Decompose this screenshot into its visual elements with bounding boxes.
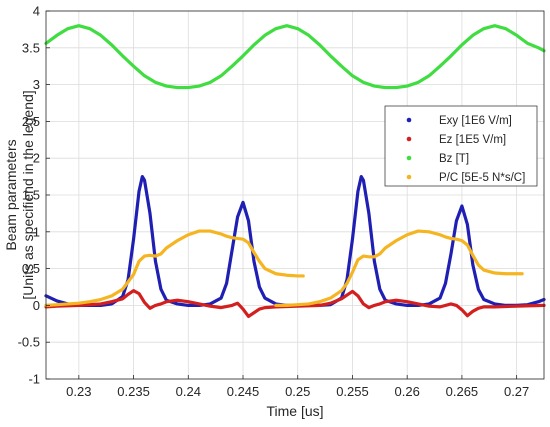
series-line-bz-t bbox=[44, 24, 546, 90]
legend-label-p-c-5e-5-n-s-c: P/C [5E-5 N*s/C] bbox=[439, 172, 525, 184]
y-tick-label: 2.5 bbox=[22, 114, 40, 129]
legend-label-bz-t: Bz [T] bbox=[439, 153, 469, 165]
y-tick-label: 2 bbox=[33, 151, 40, 166]
y-tick-label: 1.5 bbox=[22, 188, 40, 203]
x-axis-label: Time [us] bbox=[266, 403, 323, 419]
legend-marker-bz-t bbox=[406, 155, 412, 161]
series-lines bbox=[44, 24, 546, 319]
x-tick-label: 0.27 bbox=[504, 384, 529, 399]
x-tick-label: 0.245 bbox=[227, 384, 260, 399]
y-tick-label: 0.5 bbox=[22, 261, 40, 276]
legend-label-ez-1e5-v-m: Ez [1E5 V/m] bbox=[439, 134, 506, 146]
legend-label-exy-1e6-v-m: Exy [1E6 V/m] bbox=[439, 115, 512, 127]
x-tick-label: 0.23 bbox=[66, 384, 91, 399]
x-tick-label: 0.235 bbox=[117, 384, 150, 399]
y-tick-label: 3 bbox=[33, 77, 40, 92]
y-tick-label: -1 bbox=[28, 372, 40, 387]
x-tick-label: 0.265 bbox=[446, 384, 479, 399]
x-tick-label: 0.255 bbox=[336, 384, 369, 399]
legend-marker-exy-1e6-v-m bbox=[406, 117, 412, 123]
legend-marker-ez-1e5-v-m bbox=[406, 136, 412, 142]
x-tick-label: 0.25 bbox=[285, 384, 310, 399]
axis-ticks: 0.23 0.235 0.24 0.245 0.25 0.255 0.26 0.265 0.27… bbox=[18, 4, 530, 400]
legend-items: Exy [1E6 V/m] Ez [1E5 V/m] Bz [T] P/C [5E-5… bbox=[406, 115, 525, 184]
series-line-p-c-5e-5-n-s-c bbox=[44, 229, 524, 307]
y-tick-label: 1 bbox=[33, 224, 40, 239]
y-axis-label-line-1: Beam parameters bbox=[3, 139, 19, 250]
y-tick-label: 3.5 bbox=[22, 40, 40, 55]
y-tick-label: 4 bbox=[33, 4, 40, 19]
x-tick-label: 0.26 bbox=[395, 384, 420, 399]
y-axis-label-line-2: [Units as specifiend in the legend] bbox=[20, 90, 36, 299]
legend: Exy [1E6 V/m] Ez [1E5 V/m] Bz [T] P/C [5E-5… bbox=[384, 105, 538, 187]
y-tick-label: -0.5 bbox=[18, 335, 40, 350]
legend-marker-p-c-5e-5-n-s-c bbox=[406, 174, 412, 180]
x-tick-label: 0.24 bbox=[176, 384, 201, 399]
y-tick-label: 0 bbox=[33, 298, 40, 313]
